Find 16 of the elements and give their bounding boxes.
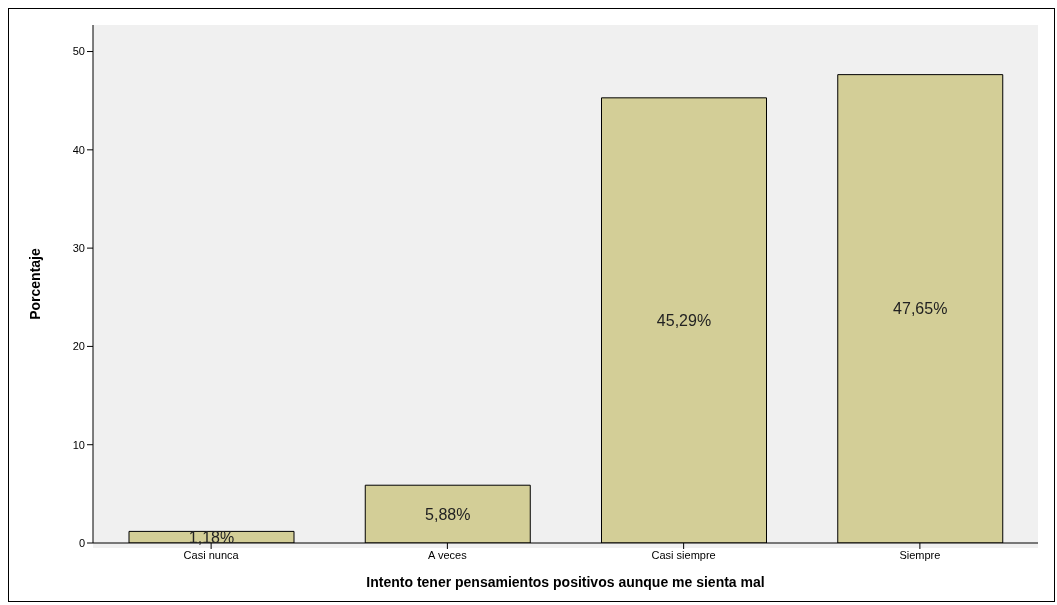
x-tick-label: A veces: [428, 548, 468, 561]
x-axis-title: Intento tener pensamientos positivos aunque me sienta mal: [366, 574, 765, 590]
x-tick-label: Siempre: [899, 548, 941, 561]
x-tick-label: Casi nunca: [183, 548, 240, 561]
data-label: 5,88%: [425, 505, 471, 523]
y-tick-label: 10: [72, 438, 85, 451]
data-label: 47,65%: [893, 300, 948, 318]
data-label: 45,29%: [656, 312, 712, 330]
y-tick-label: 20: [72, 340, 85, 353]
y-tick-label: 30: [72, 242, 85, 255]
y-axis-title: Porcentaje: [26, 248, 43, 320]
y-tick-label: 0: [78, 536, 85, 549]
x-tick-label: Casi siempre: [651, 548, 716, 561]
data-label: 1,18%: [188, 528, 235, 546]
y-tick-label: 50: [72, 45, 85, 58]
y-tick-label: 40: [72, 143, 85, 156]
